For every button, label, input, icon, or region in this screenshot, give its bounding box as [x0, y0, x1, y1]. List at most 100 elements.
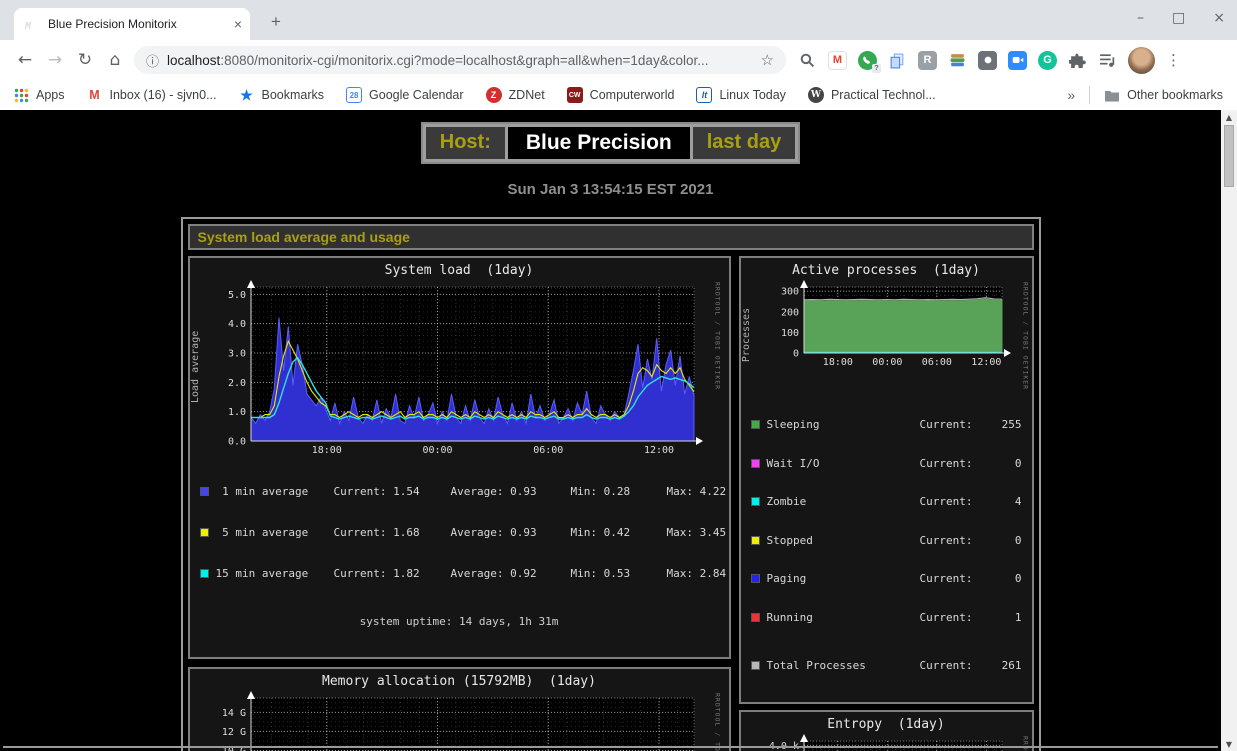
processes-chart[interactable]: 0 100 200 300 18:00 00:00 06:00 12:00	[756, 279, 1018, 367]
evernote-extension-icon[interactable]	[978, 50, 997, 70]
profile-avatar[interactable]	[1128, 46, 1155, 74]
svg-text:300: 300	[780, 287, 798, 298]
entropy-panel: Entropy (1day) Size 4.0 k3.9 k3.8 k3.7 k…	[738, 709, 1034, 751]
new-tab-button[interactable]: +	[271, 12, 281, 31]
rrdtool-watermark: RRDTOOL / TOBI OETIKER	[1021, 282, 1030, 391]
svg-text:0: 0	[792, 349, 798, 360]
svg-text:14 G: 14 G	[221, 708, 245, 719]
legend-row: Running Current: 1	[750, 611, 1022, 625]
svg-text:100: 100	[780, 328, 798, 339]
legend-swatch	[750, 661, 760, 671]
next-section-top-border	[3, 746, 1218, 748]
titlebar: M Blue Precision Monitorix × + – □ ×	[0, 0, 1237, 40]
host-header: Host: Blue Precision last day	[420, 122, 801, 164]
url-bar[interactable]: ⓘ localhost:8080/monitorix-cgi/monitorix…	[134, 46, 786, 74]
legend-swatch	[750, 574, 760, 584]
tab-close-icon[interactable]: ×	[233, 16, 242, 32]
forward-icon[interactable]: →	[47, 50, 63, 70]
bookmark-apps[interactable]: Apps	[14, 88, 65, 103]
system-load-chart[interactable]: 0.0 1.0 2.0 3.0 4.0 5.0 18:00 00:00 06:00 12:00	[205, 279, 710, 455]
memory-panel: Memory allocation (15792MB) (1day) bytes…	[187, 667, 731, 751]
minimize-icon[interactable]: –	[1137, 10, 1145, 26]
svg-text:18:00: 18:00	[311, 445, 341, 455]
bookmark-google-calendar[interactable]: 28 Google Calendar	[346, 87, 464, 103]
legend-row: Zombie Current: 4	[750, 496, 1022, 509]
vertical-scrollbar[interactable]: ▲ ▼	[1221, 110, 1237, 751]
svg-text:00:00: 00:00	[422, 445, 452, 455]
computerworld-icon: CW	[566, 87, 583, 103]
folder-icon	[1105, 90, 1120, 101]
maximize-icon[interactable]: □	[1172, 10, 1186, 26]
legend-swatch	[199, 487, 209, 496]
browser-toolbar: ← → ↻ ⌂ ⓘ localhost:8080/monitorix-cgi/m…	[0, 40, 1237, 80]
svg-text:0.0: 0.0	[227, 437, 245, 448]
rrdtool-watermark: RRDTOOL / TOBI OETIKER	[1018, 733, 1030, 751]
chart-legend: Sleeping Current: 255 Wait I/O Current: 0 Zo…	[741, 390, 1032, 700]
processes-panel: Active processes (1day) Processes 0 100 20…	[738, 256, 1034, 704]
scroll-up-icon[interactable]: ▲	[1225, 112, 1233, 122]
bookmark-computerworld[interactable]: CW Computerworld	[566, 87, 674, 103]
legend-row: Stopped Current: 0	[750, 534, 1022, 548]
uptime-footer: system uptime: 14 days, 1h 31m	[359, 615, 559, 628]
tab-title: Blue Precision Monitorix	[48, 17, 177, 31]
legend-row: Paging Current: 0	[750, 573, 1022, 586]
svg-text:5.0: 5.0	[227, 290, 245, 301]
search-extension-icon[interactable]	[798, 51, 817, 70]
legend-total-row: Total Processes Current: 261	[750, 660, 1022, 673]
gmail-extension-icon[interactable]: M	[828, 50, 847, 70]
legend-row: Wait I/O Current: 0	[750, 457, 1022, 471]
close-icon[interactable]: ×	[1213, 10, 1225, 26]
gmail-icon: M	[89, 88, 100, 102]
url-text[interactable]: localhost:8080/monitorix-cgi/monitorix.c…	[167, 52, 709, 68]
books-extension-icon[interactable]	[948, 51, 967, 70]
svg-text:2.0: 2.0	[227, 378, 245, 389]
y-axis-label: Size	[741, 733, 756, 751]
page-info-icon[interactable]: ⓘ	[146, 53, 160, 69]
svg-text:12:00: 12:00	[643, 445, 673, 455]
grammarly-extension-icon[interactable]: G	[1038, 50, 1057, 70]
apps-grid-icon	[14, 88, 29, 102]
home-icon[interactable]: ⌂	[109, 50, 121, 70]
puzzle-extensions-icon[interactable]	[1068, 51, 1087, 70]
scrollbar-thumb[interactable]	[1224, 125, 1234, 187]
svg-text:10 G: 10 G	[221, 746, 245, 751]
legend-swatch	[199, 528, 209, 537]
entropy-chart[interactable]: 4.0 k3.9 k3.8 k3.7 k3.6 k3.5 k18:0000:00…	[756, 733, 1018, 751]
y-axis-label: Processes	[740, 307, 752, 362]
other-bookmarks[interactable]: Other bookmarks	[1104, 88, 1223, 102]
phone-extension-icon[interactable]: ?	[858, 50, 881, 73]
chart-title: Entropy (1day)	[827, 716, 945, 732]
legend-swatch	[750, 458, 760, 468]
memory-chart[interactable]: 02 G4 G6 G8 G10 G12 G14 G18:0000:0006:00…	[205, 690, 710, 751]
zoom-extension-icon[interactable]	[1008, 50, 1027, 70]
host-label: Host:	[425, 127, 505, 159]
r-extension-icon[interactable]: R	[918, 50, 937, 70]
bookmark-inbox[interactable]: M Inbox (16) - sjvn0...	[87, 87, 216, 103]
playlist-extension-icon[interactable]	[1098, 51, 1117, 70]
zdnet-icon: Z	[485, 87, 502, 103]
bookmark-practical-technology[interactable]: W Practical Technol...	[807, 87, 936, 103]
monitorix-page: Host: Blue Precision last day Sun Jan 3 …	[0, 110, 1221, 751]
bookmark-bookmarks[interactable]: ★ Bookmarks	[240, 86, 325, 103]
browser-menu-icon[interactable]: ⋮	[1166, 51, 1181, 69]
linux-today-icon: lt	[696, 87, 713, 103]
bookmark-linux-today[interactable]: lt Linux Today	[696, 87, 786, 103]
scroll-down-icon[interactable]: ▼	[1225, 739, 1233, 749]
copy-pages-extension-icon[interactable]	[888, 51, 907, 70]
bookmark-zdnet[interactable]: Z ZDNet	[485, 87, 545, 103]
monitorix-favicon-icon: M	[24, 21, 32, 32]
svg-text:06:00: 06:00	[533, 445, 563, 455]
bookmarks-overflow-chevron[interactable]: »	[1067, 87, 1076, 103]
back-icon[interactable]: ←	[17, 50, 33, 70]
bookmark-star-icon[interactable]: ☆	[760, 51, 774, 69]
window-controls: – □ ×	[1137, 10, 1225, 26]
legend-row: 5 min average Current: 1.68 Average: 0.93 M…	[199, 525, 726, 540]
legend-swatch	[750, 535, 760, 545]
legend-swatch	[199, 569, 209, 578]
reload-icon[interactable]: ↻	[77, 50, 93, 70]
calendar-icon: 28	[346, 87, 363, 103]
browser-tab[interactable]: M Blue Precision Monitorix ×	[14, 8, 250, 40]
bookmarks-bar: Apps M Inbox (16) - sjvn0... ★ Bookmarks 2…	[0, 80, 1237, 110]
svg-text:12:00: 12:00	[971, 357, 1001, 367]
